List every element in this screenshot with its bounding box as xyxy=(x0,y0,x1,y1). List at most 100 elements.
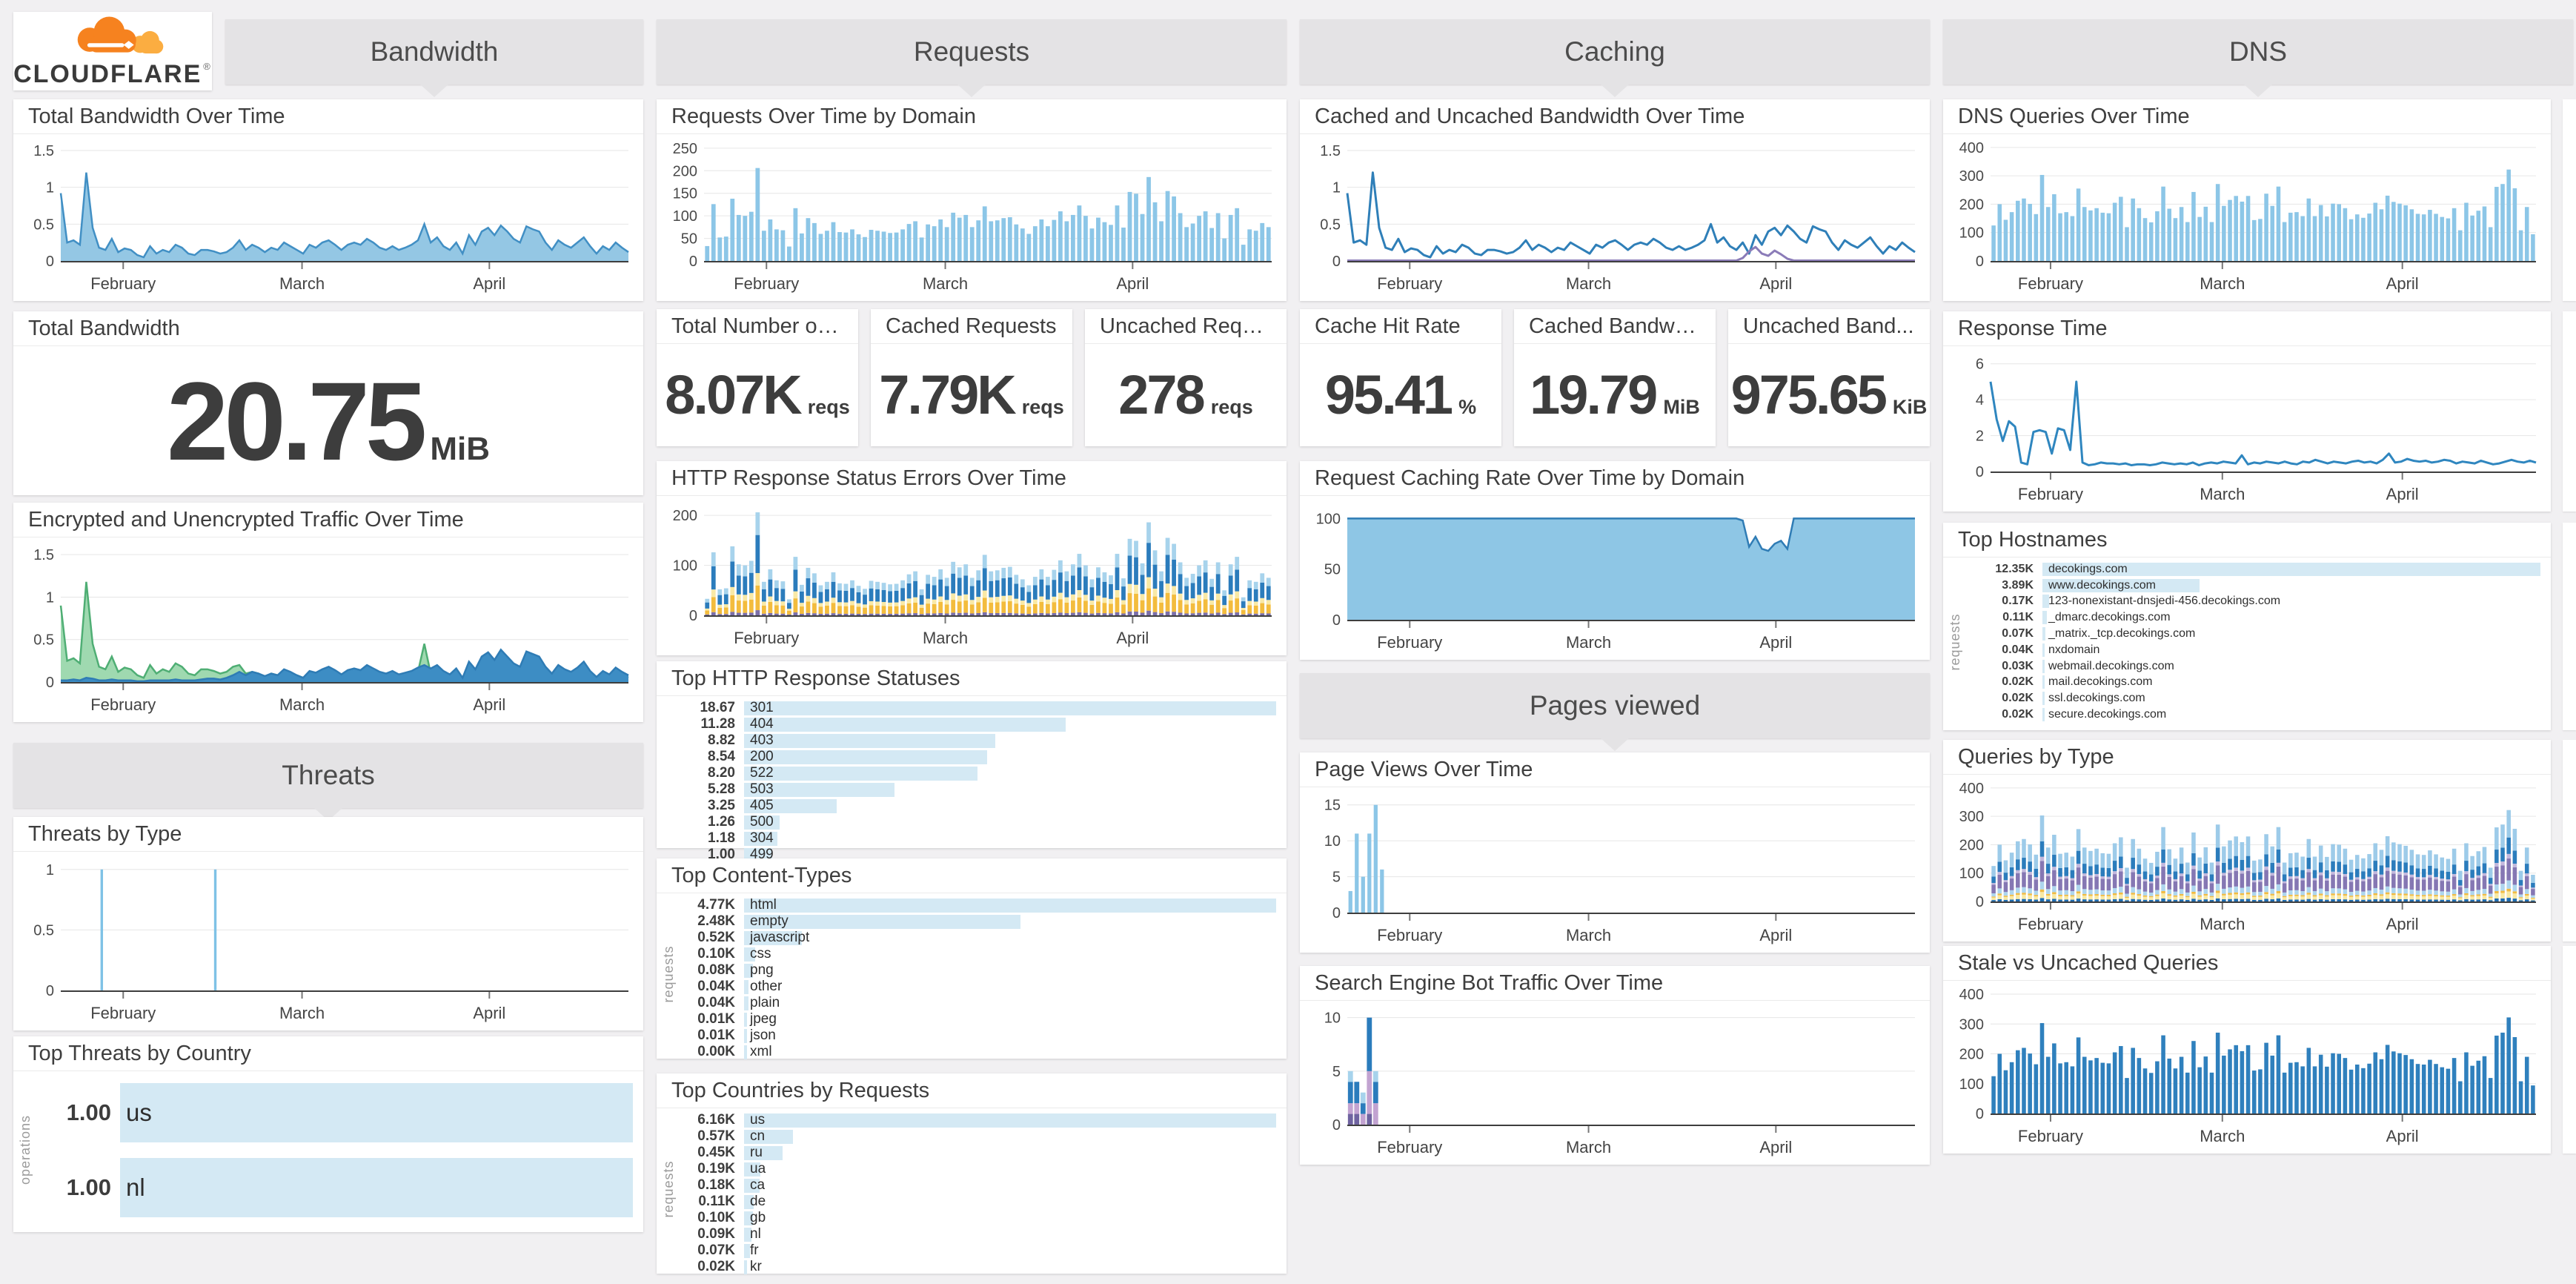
card-title: Cached and Uncached Bandwidth Over Time xyxy=(1300,99,1930,134)
svg-text:February: February xyxy=(734,629,799,647)
list-row-value: 0.04K xyxy=(697,995,735,1010)
list-row-value: 0.00K xyxy=(697,1044,735,1059)
list-row-bar: json xyxy=(744,1027,1276,1043)
list-row: 0.19K ua xyxy=(683,1161,1276,1177)
list-row-value: 0.04K xyxy=(2002,643,2034,656)
list-row-value: 0.02K xyxy=(2002,708,2034,721)
list-row-bar: ca xyxy=(744,1177,1276,1193)
list-row-bar: 503 xyxy=(744,781,1276,797)
list-row-bar: us xyxy=(120,1082,633,1142)
list-row-label: decokings.com xyxy=(2048,562,2128,575)
svg-text:1: 1 xyxy=(1332,180,1341,196)
request-caching-rate-chart: 0 50 100 February March April xyxy=(1306,496,1924,655)
svg-text:100: 100 xyxy=(1959,1076,1984,1093)
svg-text:February: February xyxy=(734,274,799,293)
list-row: 0.02K secure.decokings.com xyxy=(1970,708,2540,722)
stat-number: 278 xyxy=(1118,364,1205,426)
list-row: 0.45K ru xyxy=(683,1145,1276,1161)
list-row-label: xml xyxy=(750,1044,772,1059)
list-row-value: 0.17K xyxy=(2002,595,2034,608)
svg-text:0.5: 0.5 xyxy=(33,216,54,233)
svg-text:April: April xyxy=(2386,274,2419,293)
card-title: Response Time xyxy=(1943,311,2551,346)
card-dns-queries: DNS Queries Over Time 0 100 200 300 400 Febru… xyxy=(1943,99,2551,301)
list-row: 8.20 522 xyxy=(683,765,1276,781)
card-total-requests-stat: Total Number of Re... 8.07K reqs xyxy=(657,309,858,446)
svg-text:0: 0 xyxy=(1332,905,1341,921)
section-header-pages-viewed: Pages viewed xyxy=(1300,673,1930,751)
list-row-value: 12.35K xyxy=(1995,562,2034,575)
list-row: 8.54 200 xyxy=(683,749,1276,765)
cloudflare-cloud-icon xyxy=(77,16,164,54)
stat-number: 7.79K xyxy=(879,364,1016,426)
card-total-bandwidth-over-time: Total Bandwidth Over Time 0 0.5 1 1.5 Februa… xyxy=(13,99,643,301)
list-row-bar: decokings.com xyxy=(2042,562,2540,576)
list-row-bar: us xyxy=(744,1112,1276,1128)
list-row: 11.28 404 xyxy=(683,716,1276,732)
card-total-bandwidth-stat: Total Bandwidth 20.75 MiB xyxy=(13,311,643,495)
cutoff-card-sliver xyxy=(2563,740,2576,942)
list-row-bar: _matrix._tcp.decokings.com xyxy=(2042,627,2540,641)
svg-text:February: February xyxy=(1377,1138,1442,1156)
svg-text:200: 200 xyxy=(1959,196,1984,213)
list-row: 0.00K xml xyxy=(683,1044,1276,1060)
card-top-threats-by-country: Top Threats by Country operations 1.00 us 1… xyxy=(13,1036,643,1232)
list-row-value: 0.08K xyxy=(697,962,735,978)
svg-text:150: 150 xyxy=(673,186,697,202)
cutoff-card-sliver xyxy=(2563,523,2576,730)
list-row-label: ca xyxy=(750,1177,766,1193)
cutoff-card-sliver xyxy=(2563,311,2576,512)
section-tail xyxy=(419,84,449,97)
svg-text:February: February xyxy=(90,1004,156,1022)
y-axis-label: requests xyxy=(661,1160,676,1218)
svg-text:50: 50 xyxy=(681,231,697,248)
list-row-bar: png xyxy=(744,962,1276,978)
stat-number: 95.41 xyxy=(1324,364,1453,426)
list-row-bar: ssl.decokings.com xyxy=(2042,692,2540,706)
card-encrypted-traffic: Encrypted and Unencrypted Traffic Over T… xyxy=(13,503,643,722)
card-requests-over-time: Requests Over Time by Domain 0 50 100 150 20… xyxy=(657,99,1287,301)
svg-text:300: 300 xyxy=(1959,168,1984,185)
stat-number: 975.65 xyxy=(1730,364,1888,426)
card-title: Uncached Band... xyxy=(1728,309,1930,344)
dns-queries-chart: 0 100 200 300 400 February March April xyxy=(1949,134,2545,297)
list-row-value: 18.67 xyxy=(700,700,735,715)
stat-unit: reqs xyxy=(1210,396,1253,418)
svg-text:400: 400 xyxy=(1959,987,1984,1003)
list-row-bar: xml xyxy=(744,1044,1276,1059)
list-row-label: javascript xyxy=(750,930,810,945)
list-row-label: us xyxy=(750,1112,766,1128)
list-row-value: 0.11K xyxy=(698,1194,735,1209)
cloudflare-logo[interactable]: CLOUDFLARE ® xyxy=(13,12,212,90)
list-row: 1.00 nl xyxy=(40,1157,633,1217)
list-row-value: 0.01K xyxy=(697,1027,735,1043)
card-cached-uncached-bandwidth: Cached and Uncached Bandwidth Over Time … xyxy=(1300,99,1930,301)
list-row-label: secure.decokings.com xyxy=(2048,708,2167,721)
list-row-bar: 301 xyxy=(744,700,1276,715)
card-title: Top Threats by Country xyxy=(13,1036,643,1071)
list-row: 0.10K css xyxy=(683,946,1276,962)
list-row: 0.11K de xyxy=(683,1194,1276,1210)
list-row-label: _matrix._tcp.decokings.com xyxy=(2048,627,2196,641)
svg-text:February: February xyxy=(90,274,156,293)
stat-value: 19.79 MiB xyxy=(1530,368,1700,423)
list-row-bar: 499 xyxy=(744,847,1276,862)
card-top-hostnames: Top Hostnames requests 12.35K decokings.co… xyxy=(1943,523,2551,730)
list-row: 1.26 500 xyxy=(683,814,1276,830)
http-response-errors-chart: 0 100 200 February March April xyxy=(663,496,1281,651)
list-row-value: 0.45K xyxy=(697,1145,735,1160)
list-row: 12.35K decokings.com xyxy=(1970,562,2540,576)
stat-unit: reqs xyxy=(1021,396,1064,418)
card-top-content-types: Top Content-Types requests 4.77K html 2.48K… xyxy=(657,858,1287,1059)
svg-text:February: February xyxy=(2018,485,2083,503)
list-row-bar: 403 xyxy=(744,732,1276,748)
list-row-label: cn xyxy=(750,1128,766,1144)
svg-text:0: 0 xyxy=(689,254,697,270)
top-threats-by-country-list: operations 1.00 us 1.00 nl xyxy=(18,1075,633,1225)
svg-text:February: February xyxy=(2018,915,2083,933)
svg-text:February: February xyxy=(2018,274,2083,293)
stat-value: 20.75 MiB xyxy=(167,365,490,477)
chart-canvas: 0 5 10 February March April xyxy=(1324,1010,1915,1156)
svg-text:February: February xyxy=(90,695,156,714)
list-row-bar: gb xyxy=(744,1210,1276,1225)
